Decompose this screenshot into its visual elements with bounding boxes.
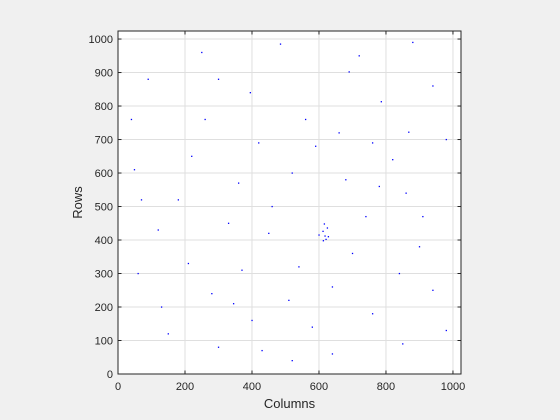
- data-point: [211, 293, 213, 295]
- data-point: [326, 227, 329, 229]
- data-point: [418, 246, 421, 248]
- data-point: [380, 101, 382, 103]
- data-point: [298, 266, 300, 268]
- data-point: [331, 286, 334, 288]
- data-point: [291, 360, 293, 362]
- x-tick-label: 400: [243, 381, 261, 393]
- data-point: [130, 118, 133, 121]
- x-axis-label: Columns: [264, 396, 316, 411]
- data-point: [445, 329, 447, 332]
- data-point: [191, 155, 193, 157]
- data-point: [338, 132, 340, 134]
- data-point: [288, 299, 290, 302]
- data-point: [258, 142, 260, 144]
- data-point: [445, 138, 447, 141]
- data-point: [345, 179, 347, 181]
- data-point: [271, 205, 273, 208]
- x-tick-label: 800: [377, 381, 395, 393]
- data-point: [167, 333, 169, 335]
- data-point: [318, 234, 320, 236]
- data-point: [371, 313, 374, 315]
- data-point: [432, 289, 434, 291]
- data-point: [157, 229, 159, 231]
- data-point: [268, 232, 270, 235]
- data-point: [422, 215, 424, 218]
- data-point: [327, 236, 330, 238]
- axes-box: [117, 30, 462, 375]
- data-point: [405, 192, 407, 194]
- data-point: [402, 343, 404, 345]
- y-tick-label: 1000: [89, 34, 113, 46]
- y-tick-label: 900: [95, 68, 113, 80]
- data-point: [140, 199, 143, 201]
- data-point: [322, 230, 324, 233]
- data-point: [358, 55, 360, 57]
- data-point: [325, 238, 327, 241]
- plot-area: [118, 31, 461, 374]
- data-point: [291, 172, 293, 174]
- data-point: [351, 252, 354, 255]
- y-tick-label: 800: [95, 101, 113, 113]
- data-point: [322, 240, 325, 242]
- data-point: [392, 159, 394, 161]
- data-point: [261, 349, 263, 352]
- y-tick-label: 600: [95, 168, 113, 180]
- data-point: [232, 303, 235, 305]
- data-point: [378, 185, 380, 188]
- data-point: [137, 272, 139, 275]
- data-point: [311, 326, 313, 328]
- data-point: [331, 353, 334, 355]
- data-point: [160, 306, 163, 308]
- y-tick-label: 0: [107, 369, 113, 381]
- y-tick-label: 300: [95, 269, 113, 281]
- data-point: [187, 262, 190, 265]
- data-point: [408, 131, 410, 133]
- x-tick-label: 1000: [441, 381, 465, 393]
- data-point: [324, 235, 326, 237]
- data-point: [201, 51, 203, 54]
- x-tick-label: 200: [176, 381, 194, 393]
- y-tick-label: 100: [95, 336, 113, 348]
- data-point: [147, 78, 149, 80]
- data-point: [348, 71, 350, 73]
- x-tick-label: 0: [115, 381, 121, 393]
- data-point: [304, 118, 307, 121]
- data-point: [249, 92, 252, 94]
- data-point: [412, 41, 414, 44]
- data-point: [398, 272, 401, 275]
- axis-ticks: 0 200 400 600 800 1000 0 100 200 300 400 500 600 700 8…: [89, 31, 465, 393]
- y-tick-label: 200: [95, 302, 113, 314]
- data-point: [279, 43, 282, 45]
- x-tick-label: 600: [310, 381, 328, 393]
- data-point: [365, 215, 367, 218]
- data-point: [217, 78, 220, 80]
- data-point: [323, 223, 326, 225]
- data-point: [204, 118, 206, 121]
- data-point: [177, 199, 179, 201]
- data-point: [251, 319, 253, 322]
- data-point: [133, 169, 136, 171]
- y-tick-label: 400: [95, 235, 113, 247]
- data-point: [227, 222, 230, 224]
- data-point: [315, 145, 317, 147]
- y-axis-label: Rows: [70, 186, 85, 219]
- data-points: [130, 41, 447, 362]
- data-point: [371, 142, 374, 144]
- data-point: [237, 182, 240, 184]
- y-tick-label: 500: [95, 202, 113, 214]
- data-point: [432, 85, 434, 87]
- data-point: [241, 269, 243, 271]
- y-tick-label: 700: [95, 135, 113, 147]
- grid-lines: [117, 31, 461, 375]
- data-point: [217, 346, 220, 348]
